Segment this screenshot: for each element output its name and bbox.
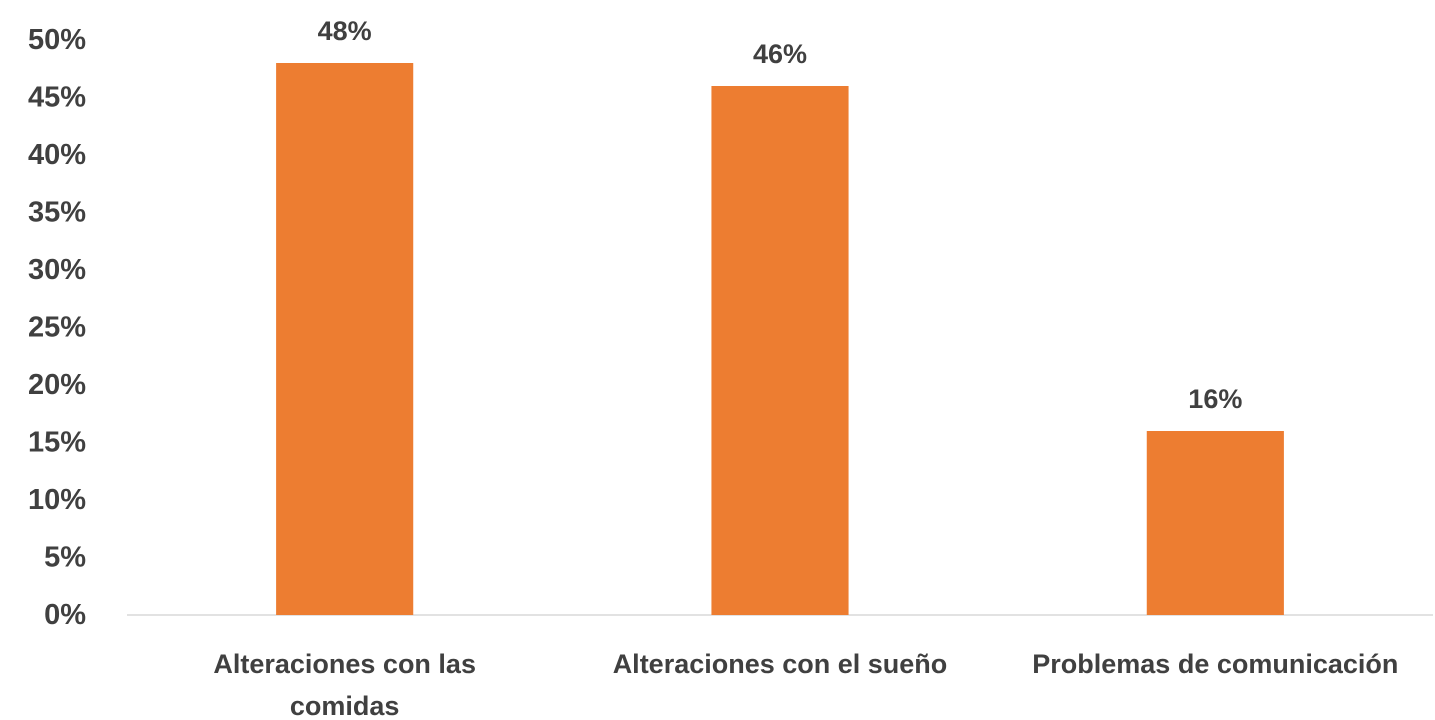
- x-tick-label-line: Problemas de comunicación: [1032, 649, 1398, 679]
- bar: [1146, 431, 1284, 615]
- y-tick-label: 50%: [28, 24, 86, 56]
- x-tick-label: Alteraciones con el sueño: [613, 649, 948, 679]
- y-tick-label: 20%: [28, 369, 86, 401]
- bar: [276, 63, 414, 615]
- bar: [711, 86, 849, 615]
- data-labels: 48% 46% 16%: [318, 16, 1243, 414]
- y-tick-label: 15%: [28, 427, 86, 459]
- data-label: 48%: [318, 16, 372, 46]
- bars: [276, 63, 1284, 615]
- y-tick-label: 10%: [28, 484, 86, 516]
- x-axis-ticks: Alteraciones con las comidasAlteraciones …: [213, 649, 1398, 720]
- x-tick-label: Problemas de comunicación: [1032, 649, 1398, 679]
- data-label: 16%: [1188, 384, 1242, 414]
- y-tick-label: 35%: [28, 197, 86, 229]
- y-tick-label: 40%: [28, 139, 86, 171]
- y-tick-label: 25%: [28, 312, 86, 344]
- y-tick-label: 45%: [28, 82, 86, 114]
- x-tick-label-line: Alteraciones con las: [213, 649, 476, 679]
- y-tick-label: 5%: [44, 542, 86, 574]
- x-tick-label-line: comidas: [290, 691, 400, 720]
- x-tick-label: Alteraciones con las comidas: [213, 649, 476, 720]
- y-tick-label: 30%: [28, 254, 86, 286]
- y-axis-ticks: 0% 5% 10% 15% 20% 25% 30% 35% 40% 45% 50%: [28, 24, 86, 631]
- data-label: 46%: [753, 39, 807, 69]
- x-tick-label-line: Alteraciones con el sueño: [613, 649, 948, 679]
- y-tick-label: 0%: [44, 599, 86, 631]
